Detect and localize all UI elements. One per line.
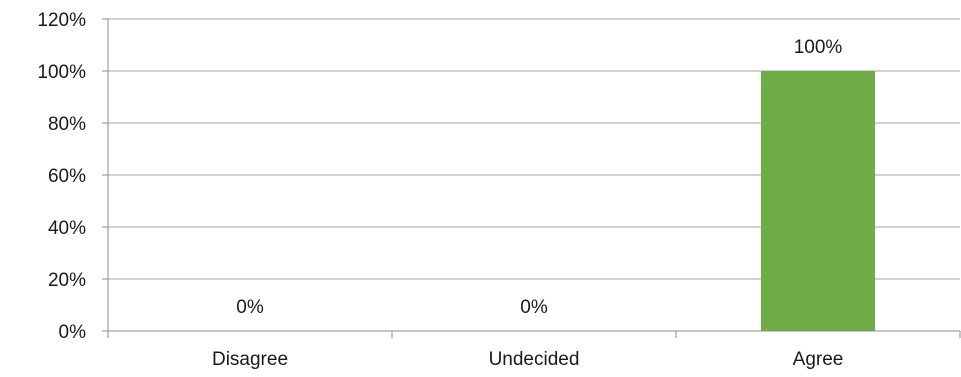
y-tick-label: 40% (48, 218, 86, 239)
y-tick-label: 20% (48, 270, 86, 291)
category-labels: Disagree Undecided Agree (212, 349, 843, 370)
bar-agree (761, 71, 875, 331)
y-tick-label: 80% (48, 114, 86, 135)
y-tick-label: 120% (37, 10, 86, 31)
category-label: Undecided (489, 349, 580, 370)
y-tick-label: 0% (59, 322, 87, 343)
y-tick-labels: 0% 20% 40% 60% 80% 100% 120% (37, 10, 86, 343)
bars (761, 71, 875, 331)
y-tick-label: 60% (48, 166, 86, 187)
data-labels: 0% 0% 100% (236, 37, 842, 318)
data-label: 0% (520, 297, 548, 318)
y-tick-label: 100% (37, 62, 86, 83)
category-label: Agree (793, 349, 844, 370)
axes (102, 18, 961, 338)
data-label: 100% (794, 37, 843, 58)
category-label: Disagree (212, 349, 288, 370)
data-label: 0% (236, 297, 264, 318)
